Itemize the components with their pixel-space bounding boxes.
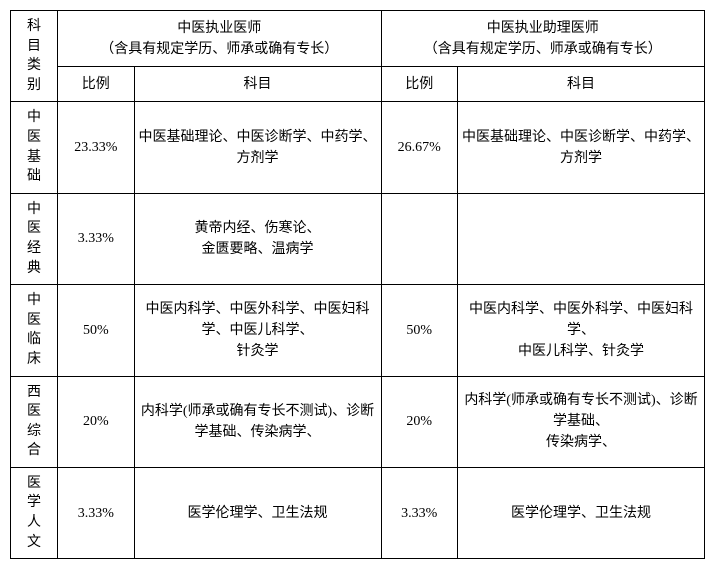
- category-label: 中医基础: [27, 108, 41, 186]
- subject-cell-g2: 内科学(师承或确有专长不测试)、诊断学基础、传染病学、: [457, 376, 704, 467]
- header-subject-2: 科目: [457, 67, 704, 102]
- category-cell: 医学人文: [11, 467, 58, 558]
- category-cell: 西医综合: [11, 376, 58, 467]
- category-label: 医学人文: [27, 474, 41, 552]
- subject-cell-g2: 中医基础理论、中医诊断学、中药学、方剂学: [457, 102, 704, 193]
- header-category: 科目类别: [11, 11, 58, 102]
- subject-cell-g1: 中医基础理论、中医诊断学、中药学、方剂学: [134, 102, 381, 193]
- subject-cell-g1: 中医内科学、中医外科学、中医妇科学、中医儿科学、针灸学: [134, 285, 381, 376]
- subject-cell-g2: 中医内科学、中医外科学、中医妇科学、中医儿科学、针灸学: [457, 285, 704, 376]
- header-ratio-2: 比例: [381, 67, 457, 102]
- subject-cell-g1: 医学伦理学、卫生法规: [134, 467, 381, 558]
- table-body: 中医基础23.33%中医基础理论、中医诊断学、中药学、方剂学26.67%中医基础…: [11, 102, 705, 559]
- table-row: 中医临床50%中医内科学、中医外科学、中医妇科学、中医儿科学、针灸学50%中医内…: [11, 285, 705, 376]
- table-row: 中医经典 3.33%黄帝内经、伤寒论、金匮要略、温病学: [11, 193, 705, 284]
- ratio-cell-g1: 50%: [58, 285, 134, 376]
- ratio-cell-g2: 20%: [381, 376, 457, 467]
- exam-subjects-table: 科目类别 中医执业医师（含具有规定学历、师承或确有专长） 中医执业助理医师（含具…: [10, 10, 705, 559]
- subject-cell-g1: 黄帝内经、伤寒论、金匮要略、温病学: [134, 193, 381, 284]
- ratio-cell-g2: [381, 193, 457, 284]
- category-cell: 中医基础: [11, 102, 58, 193]
- category-label: 中医临床: [27, 291, 41, 369]
- header-subject-1: 科目: [134, 67, 381, 102]
- ratio-cell-g1: 23.33%: [58, 102, 134, 193]
- category-cell: 中医临床: [11, 285, 58, 376]
- ratio-cell-g2: 26.67%: [381, 102, 457, 193]
- subject-cell-g2: 医学伦理学、卫生法规: [457, 467, 704, 558]
- ratio-cell-g1: 20%: [58, 376, 134, 467]
- category-label: 西医综合: [27, 383, 41, 461]
- category-label: 中医经典: [27, 200, 41, 278]
- ratio-cell-g2: 3.33%: [381, 467, 457, 558]
- table-row: 中医基础23.33%中医基础理论、中医诊断学、中药学、方剂学26.67%中医基础…: [11, 102, 705, 193]
- header-ratio-1: 比例: [58, 67, 134, 102]
- subject-cell-g1: 内科学(师承或确有专长不测试)、诊断学基础、传染病学、: [134, 376, 381, 467]
- ratio-cell-g1: 3.33%: [58, 467, 134, 558]
- ratio-cell-g2: 50%: [381, 285, 457, 376]
- header-group1: 中医执业医师（含具有规定学历、师承或确有专长）: [58, 11, 381, 67]
- category-cell: 中医经典: [11, 193, 58, 284]
- header-group2: 中医执业助理医师（含具有规定学历、师承或确有专长）: [381, 11, 704, 67]
- table-row: 西医综合20%内科学(师承或确有专长不测试)、诊断学基础、传染病学、20%内科学…: [11, 376, 705, 467]
- table-row: 医学人文3.33%医学伦理学、卫生法规3.33%医学伦理学、卫生法规: [11, 467, 705, 558]
- subject-cell-g2: [457, 193, 704, 284]
- ratio-cell-g1: 3.33%: [58, 193, 134, 284]
